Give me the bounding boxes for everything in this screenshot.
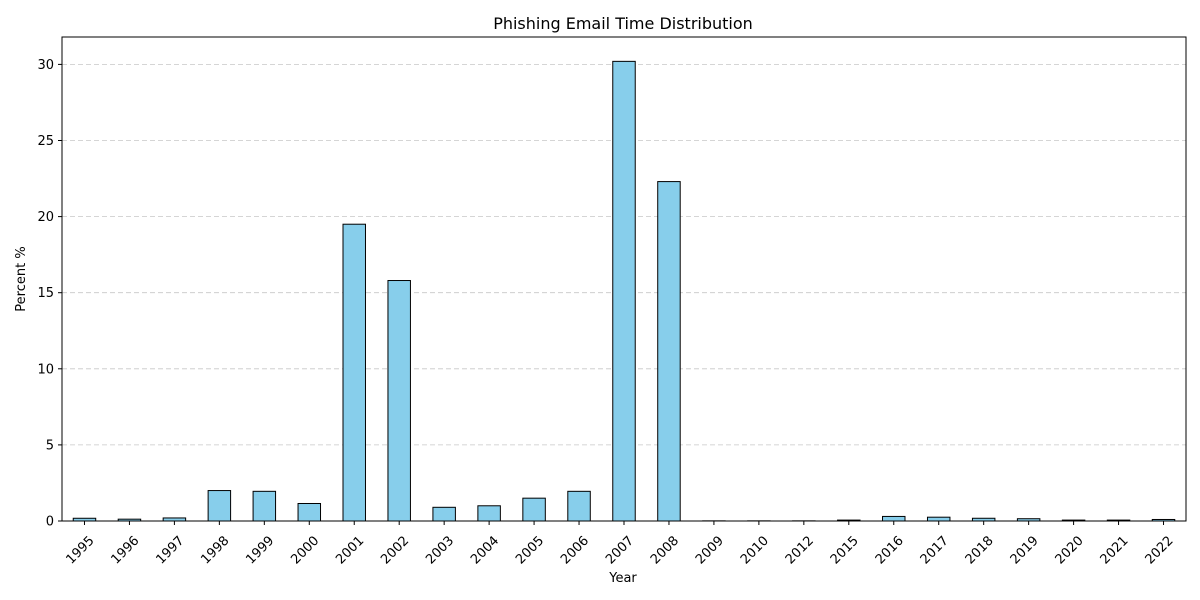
bar-2005 [522,497,546,522]
y-tick-label: 20 [37,210,54,225]
x-tick-label: 1997 [153,533,187,567]
bar-2006 [567,490,591,522]
x-tick-label: 2016 [873,533,907,567]
x-tick-label: 2015 [828,533,862,567]
bars [72,60,1176,522]
y-tick-label: 0 [46,515,54,530]
y-axis: 0 5 10 15 20 25 30 [37,58,62,530]
x-tick-label: 2004 [468,533,502,567]
x-tick-label: 2002 [378,533,412,567]
bar-2016 [882,515,906,522]
x-tick-label: 2010 [738,533,772,567]
x-tick-label: 2009 [693,533,727,567]
x-tick-label: 2019 [1008,533,1042,567]
y-tick-label: 25 [37,134,54,149]
x-axis: 1995 1996 1997 1998 1999 2000 2001 2002 2003 2004… [64,521,1177,567]
x-tick-label: 2022 [1143,533,1177,567]
x-tick-label: 1995 [64,533,98,567]
bar-1999 [252,490,277,522]
x-tick-label: 2017 [918,533,952,567]
y-tick-label: 10 [37,362,54,377]
x-tick-label: 1999 [243,533,277,567]
y-axis-label: Percent % [14,246,29,311]
x-tick-label: 2006 [558,533,592,567]
bar-2002 [387,280,411,522]
bar-2001 [342,223,366,522]
x-tick-label: 2005 [513,533,547,567]
bar-2008 [657,181,681,522]
chart-title: Phishing Email Time Distribution [493,14,753,33]
y-tick-label: 15 [37,286,54,301]
x-tick-label: 2020 [1053,533,1087,567]
bar-2017 [926,516,951,522]
y-tick-label: 30 [37,58,54,73]
bar-2000 [297,502,322,522]
x-tick-label: 1998 [198,533,232,567]
x-tick-label: 2018 [963,533,997,567]
bar-2007 [612,60,636,522]
x-tick-label: 2012 [783,533,817,567]
bar-2004 [477,505,501,522]
x-tick-label: 2001 [333,533,367,567]
x-tick-label: 2021 [1098,533,1132,567]
x-axis-label: Year [608,571,637,586]
x-tick-label: 2003 [423,533,457,567]
bar-1998 [207,490,232,522]
x-tick-label: 2000 [288,533,322,567]
x-tick-label: 2008 [648,533,682,567]
x-tick-label: 2007 [603,533,637,567]
x-tick-label: 1996 [108,533,142,567]
y-tick-label: 5 [46,438,54,453]
bar-2003 [432,506,456,522]
